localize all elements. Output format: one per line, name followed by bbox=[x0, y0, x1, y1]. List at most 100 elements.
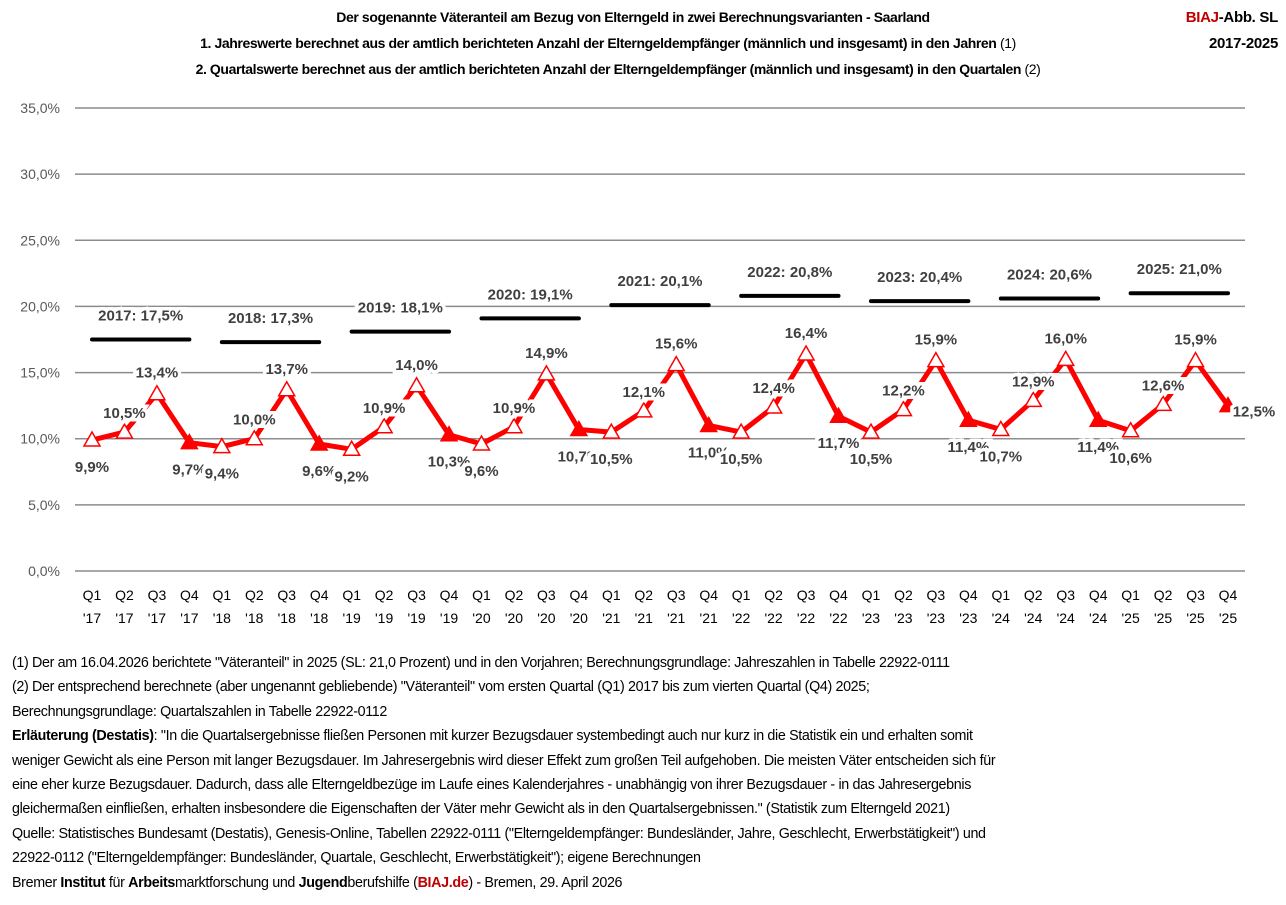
credit-bold: Institut bbox=[60, 874, 106, 891]
x-tick-label: Q2 bbox=[505, 587, 524, 603]
x-tick-label: Q2 bbox=[115, 587, 134, 603]
x-tick-label: '25 bbox=[1219, 610, 1237, 626]
annual-label: 2023: 20,4% bbox=[877, 269, 962, 286]
explanation: Erläuterung (Destatis): "In die Quartals… bbox=[12, 724, 1282, 748]
x-tick-label: Q1 bbox=[472, 587, 491, 603]
x-tick-label: '24 bbox=[1024, 610, 1042, 626]
footnotes: (1) Der am 16.04.2026 berichtete "Vätera… bbox=[12, 651, 1282, 895]
credit-bold: Jugend bbox=[298, 874, 348, 891]
x-tick-label: Q3 bbox=[407, 587, 426, 603]
x-tick-label: '23 bbox=[959, 610, 977, 626]
annual-label: 2025: 21,0% bbox=[1137, 261, 1222, 278]
ref-1: (1) bbox=[999, 35, 1016, 51]
x-tick-label: Q4 bbox=[180, 587, 199, 603]
brand: BIAJ bbox=[1185, 9, 1219, 26]
footer-credit: Bremer Institut für Arbeitsmarktforschun… bbox=[12, 871, 1282, 895]
source-2: 22922-0112 ("Elterngeldempfänger: Bundes… bbox=[12, 850, 701, 867]
x-tick-label: Q2 bbox=[1024, 587, 1043, 603]
data-label: 10,5% bbox=[720, 451, 763, 468]
annual-label: 2024: 20,6% bbox=[1007, 266, 1092, 283]
x-tick-label: '19 bbox=[440, 610, 458, 626]
y-tick-label: 30,0% bbox=[20, 166, 60, 182]
data-label: 16,0% bbox=[1044, 330, 1087, 347]
x-tick-label: Q4 bbox=[1219, 587, 1238, 603]
x-tick-label: '20 bbox=[537, 610, 555, 626]
source-1: Quelle: Statistisches Bundesamt (Destati… bbox=[12, 825, 986, 842]
data-label: 9,7% bbox=[172, 462, 206, 479]
data-point-marker bbox=[829, 406, 848, 423]
data-point-marker bbox=[407, 376, 426, 393]
x-tick-label: Q2 bbox=[764, 587, 783, 603]
x-tick-label: '18 bbox=[245, 610, 263, 626]
data-point-marker bbox=[959, 410, 978, 427]
x-tick-label: '22 bbox=[764, 610, 782, 626]
x-tick-label: '20 bbox=[570, 610, 588, 626]
x-tick-label: Q2 bbox=[375, 587, 394, 603]
data-point-marker bbox=[277, 380, 297, 397]
data-label: 10,7% bbox=[558, 448, 601, 465]
x-tick-label: '19 bbox=[343, 610, 361, 626]
data-point-marker bbox=[472, 434, 491, 451]
explanation-label: Erläuterung (Destatis) bbox=[12, 728, 154, 745]
data-point-marker bbox=[666, 355, 686, 372]
data-point-marker bbox=[1023, 390, 1043, 408]
data-point-marker bbox=[569, 419, 589, 437]
data-label: 10,9% bbox=[493, 400, 536, 417]
x-tick-label: Q1 bbox=[212, 587, 231, 603]
figure-number: -Abb. SL bbox=[1218, 9, 1279, 26]
data-label: 15,9% bbox=[1174, 332, 1217, 349]
chart-title: Der sogenannte Väteranteil am Bezug von … bbox=[336, 9, 930, 25]
x-tick-label: '23 bbox=[894, 610, 912, 626]
data-point-marker bbox=[439, 425, 459, 442]
data-point-marker bbox=[1186, 351, 1205, 368]
x-tick-label: Q3 bbox=[1186, 587, 1205, 603]
x-tick-label: '18 bbox=[278, 610, 296, 626]
x-tick-label: Q1 bbox=[342, 587, 361, 603]
credit-text: für bbox=[105, 874, 129, 891]
x-tick-label: '21 bbox=[602, 610, 620, 626]
annual-label: 2018: 17,3% bbox=[228, 310, 313, 327]
y-tick-label: 15,0% bbox=[20, 365, 60, 381]
data-point-marker bbox=[926, 351, 946, 368]
x-tick-label: '17 bbox=[180, 610, 198, 626]
x-tick-label: '20 bbox=[472, 610, 490, 626]
x-tick-label: Q4 bbox=[699, 587, 718, 603]
x-tick-label: '24 bbox=[1089, 610, 1107, 626]
data-label: 9,4% bbox=[205, 466, 239, 483]
data-label: 15,9% bbox=[915, 332, 958, 349]
data-label: 10,0% bbox=[233, 412, 276, 429]
y-tick-label: 10,0% bbox=[20, 431, 60, 447]
x-tick-label: Q4 bbox=[1089, 587, 1108, 603]
data-point-marker bbox=[796, 344, 816, 361]
x-tick-label: Q3 bbox=[667, 587, 686, 603]
biaj-link[interactable]: BIAJ.de bbox=[417, 874, 469, 891]
note-2: (2) Der entsprechend berechnete (aber un… bbox=[12, 679, 870, 696]
data-label: 12,6% bbox=[1142, 377, 1185, 394]
data-point-marker bbox=[115, 422, 134, 439]
data-label: 11,4% bbox=[947, 439, 989, 456]
x-tick-label: Q3 bbox=[148, 587, 167, 603]
subtitle-annual: 1. Jahreswerte berechnet aus der amtlich… bbox=[0, 35, 1251, 51]
y-tick-label: 35,0% bbox=[20, 100, 60, 116]
y-tick-label: 0,0% bbox=[28, 563, 60, 579]
credit-text: marktforschung und bbox=[174, 874, 299, 891]
x-tick-label: Q4 bbox=[310, 587, 329, 603]
subtitle-quarterly: 2. Quartalswerte berechnet aus der amtli… bbox=[0, 61, 1261, 77]
annual-label: 2021: 20,1% bbox=[617, 273, 702, 290]
data-label: 10,9% bbox=[363, 400, 406, 417]
x-tick-label: '21 bbox=[700, 610, 718, 626]
x-tick-label: '24 bbox=[992, 610, 1010, 626]
data-point-marker bbox=[1121, 421, 1140, 438]
data-label: 16,4% bbox=[785, 325, 828, 342]
y-tick-label: 25,0% bbox=[20, 232, 60, 248]
subtitle-quarterly-text: 2. Quartalswerte berechnet aus der amtli… bbox=[195, 61, 1022, 77]
data-label: 15,6% bbox=[655, 336, 698, 353]
data-point-marker bbox=[82, 430, 102, 447]
explanation-text: : "In die Quartalsergebnisse fließen Per… bbox=[153, 728, 973, 745]
credit-text: Bremer bbox=[12, 874, 61, 891]
explanation-3: eine eher kurze Bezugsdauer. Dadurch, da… bbox=[12, 777, 971, 794]
credit-bold: Arbeits bbox=[128, 874, 175, 891]
data-point-marker bbox=[861, 422, 881, 439]
data-point-marker bbox=[180, 433, 199, 450]
x-tick-label: Q3 bbox=[797, 587, 816, 603]
